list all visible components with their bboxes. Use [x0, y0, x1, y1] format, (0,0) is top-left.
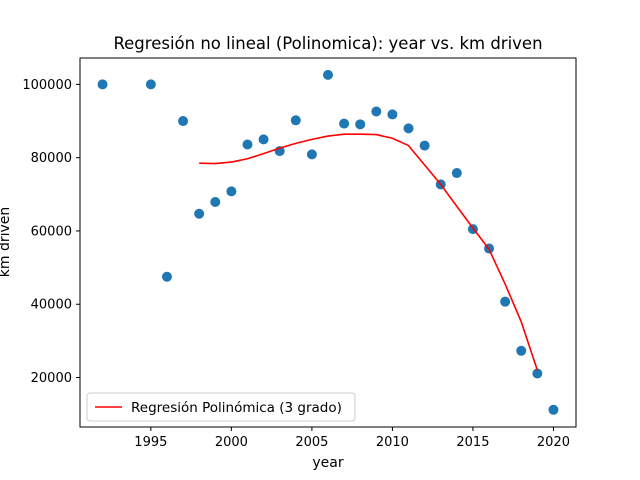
x-tick-label: 2020: [537, 435, 570, 450]
x-axis: 1995 2000 2005 2010 2015 2020: [134, 427, 570, 450]
legend-label: Regresión Polinómica (3 grado): [131, 400, 342, 416]
plot-area: [80, 58, 576, 427]
scatter-point: [258, 134, 269, 145]
scatter-point: [516, 345, 527, 356]
legend: Regresión Polinómica (3 grado): [86, 392, 356, 422]
scatter-point: [500, 296, 511, 307]
scatter-point: [226, 186, 237, 197]
scatter-point: [339, 118, 350, 129]
scatter-point: [532, 368, 543, 379]
y-axis: 20000 40000 60000 80000 100000: [22, 78, 80, 386]
plot-frame: [79, 57, 577, 428]
scatter-point: [145, 79, 156, 90]
scatter-point: [548, 404, 559, 415]
scatter-point: [194, 208, 205, 219]
x-axis-label: year: [312, 455, 343, 471]
scatter-point: [210, 197, 221, 208]
scatter-point: [161, 271, 172, 282]
y-tick-label: 80000: [31, 151, 72, 166]
x-tick-label: 2005: [295, 435, 328, 450]
y-tick-label: 20000: [31, 371, 72, 386]
scatter-point: [371, 106, 382, 117]
scatter-point: [242, 139, 253, 150]
scatter-point: [323, 69, 333, 80]
y-tick-label: 40000: [31, 298, 72, 313]
scatter-point: [403, 123, 414, 134]
legend-box: [86, 392, 356, 422]
scatter-point: [355, 119, 366, 130]
scatter-point: [387, 109, 398, 120]
scatter-point: [306, 149, 317, 160]
x-tick-label: 2010: [376, 435, 409, 450]
scatter-point: [290, 115, 301, 126]
axes-layer: [79, 57, 577, 428]
scatter-point: [451, 168, 462, 179]
regression-line: [199, 133, 539, 371]
data-layer: [97, 69, 559, 415]
scatter-point: [97, 79, 108, 90]
x-tick-label: 1995: [134, 435, 167, 450]
scatter-point: [419, 140, 430, 151]
scatter-point: [178, 116, 189, 127]
y-tick-label: 60000: [31, 224, 72, 239]
y-tick-label: 100000: [22, 78, 72, 93]
x-tick-label: 2000: [215, 435, 248, 450]
y-axis-label: km driven: [0, 207, 13, 278]
chart-title: Regresión no lineal (Polinomica): year v…: [113, 34, 542, 53]
x-tick-label: 2015: [456, 435, 489, 450]
